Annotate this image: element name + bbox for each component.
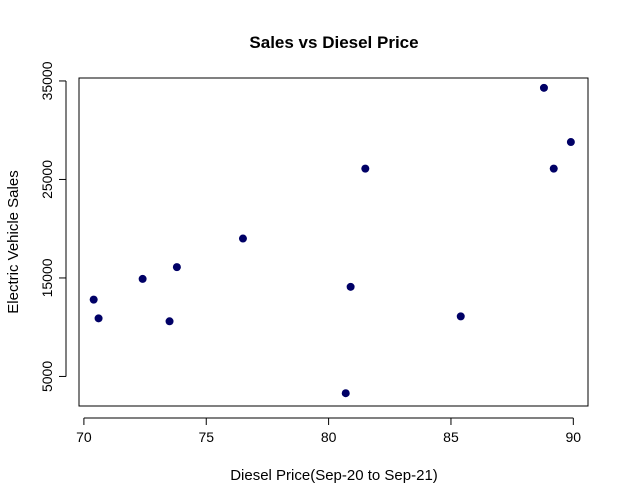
data-point — [341, 389, 350, 398]
x-axis-label: Diesel Price(Sep-20 to Sep-21) — [230, 467, 438, 484]
data-point — [361, 164, 370, 173]
x-tick-label: 70 — [76, 429, 92, 445]
y-axis-label: Electric Vehicle Sales — [5, 170, 22, 313]
x-tick-label: 75 — [198, 429, 214, 445]
data-point — [94, 314, 103, 323]
x-axis: 70 75 80 85 90 — [76, 417, 582, 445]
plot-area-border — [78, 77, 589, 407]
y-tick-label: 5000 — [39, 361, 55, 392]
data-point — [89, 295, 98, 304]
chart-title: Sales vs Diesel Price — [249, 33, 418, 52]
data-point — [346, 282, 355, 291]
data-point — [539, 83, 548, 92]
data-point — [566, 138, 575, 147]
x-tick-label: 90 — [566, 429, 582, 445]
data-point — [165, 317, 174, 326]
data-point — [456, 312, 465, 321]
x-tick-label: 85 — [443, 429, 459, 445]
data-point — [138, 274, 147, 283]
y-axis: 5000 15000 25000 35000 — [39, 61, 67, 392]
x-tick-label: 80 — [321, 429, 337, 445]
y-tick-label: 35000 — [39, 61, 55, 100]
data-point — [172, 263, 181, 272]
data-points — [89, 83, 575, 398]
y-tick-label: 15000 — [39, 258, 55, 297]
data-point — [549, 164, 558, 173]
y-tick-label: 25000 — [39, 160, 55, 199]
data-point — [238, 234, 247, 243]
